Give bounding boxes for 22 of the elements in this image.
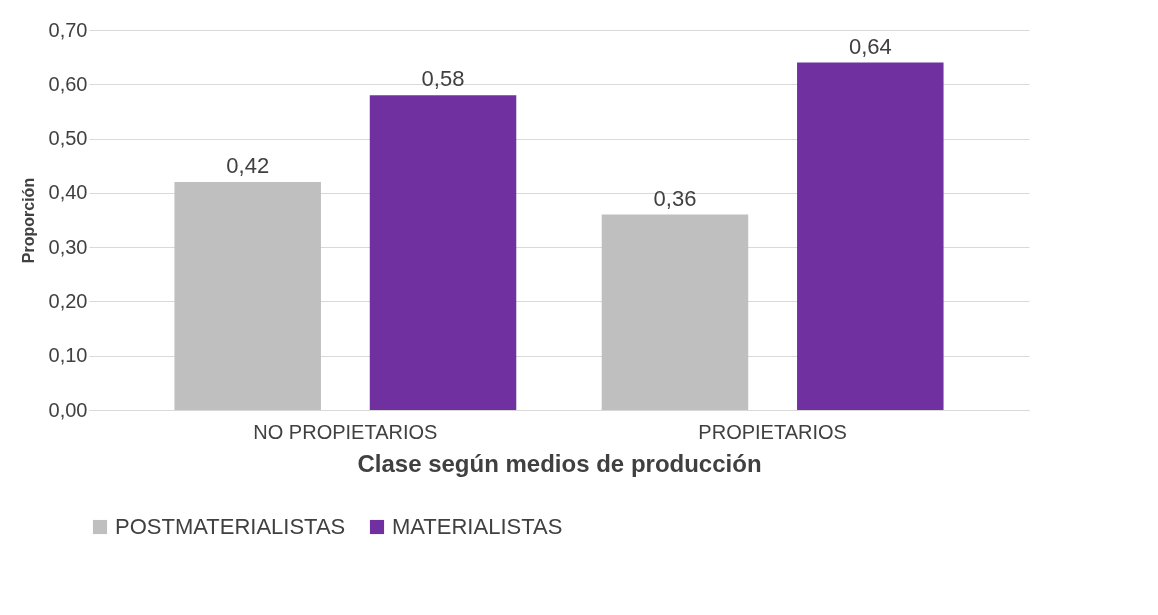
bar xyxy=(601,214,749,410)
legend-label: POSTMATERIALISTAS xyxy=(115,514,346,539)
bar xyxy=(797,62,944,410)
y-tick-label: 0,60 xyxy=(48,72,88,95)
data-label: 0,58 xyxy=(421,66,465,92)
bar xyxy=(369,95,517,410)
y-tick-label: 0,50 xyxy=(48,127,88,150)
y-tick-label: 0,20 xyxy=(48,289,88,312)
y-axis-title: Proporción xyxy=(19,177,37,264)
y-tick-label: 0,30 xyxy=(48,235,88,258)
y-tick-label: 0,40 xyxy=(48,181,88,204)
x-axis-title: Clase según medios de producción xyxy=(357,449,762,477)
bar xyxy=(174,182,321,410)
data-label: 0,64 xyxy=(848,33,892,59)
x-tick-label: NO PROPIETARIOS xyxy=(253,420,438,443)
y-tick-label: 0,00 xyxy=(48,398,88,421)
x-tick-label: PROPIETARIOS xyxy=(698,420,847,443)
y-tick-label: 0,10 xyxy=(48,344,88,367)
y-tick-label: 0,70 xyxy=(48,18,88,41)
data-label: 0,36 xyxy=(653,185,697,211)
legend-label: MATERIALISTAS xyxy=(392,514,563,539)
data-label: 0,42 xyxy=(226,153,270,178)
